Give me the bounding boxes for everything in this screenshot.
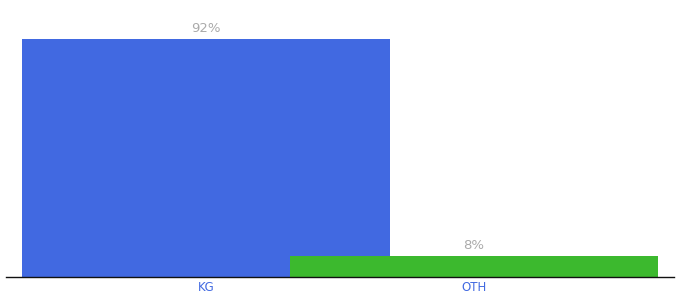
Text: 92%: 92%: [192, 22, 221, 35]
Text: 8%: 8%: [463, 239, 484, 252]
Bar: [22, 39, 390, 277]
Bar: [290, 256, 658, 277]
